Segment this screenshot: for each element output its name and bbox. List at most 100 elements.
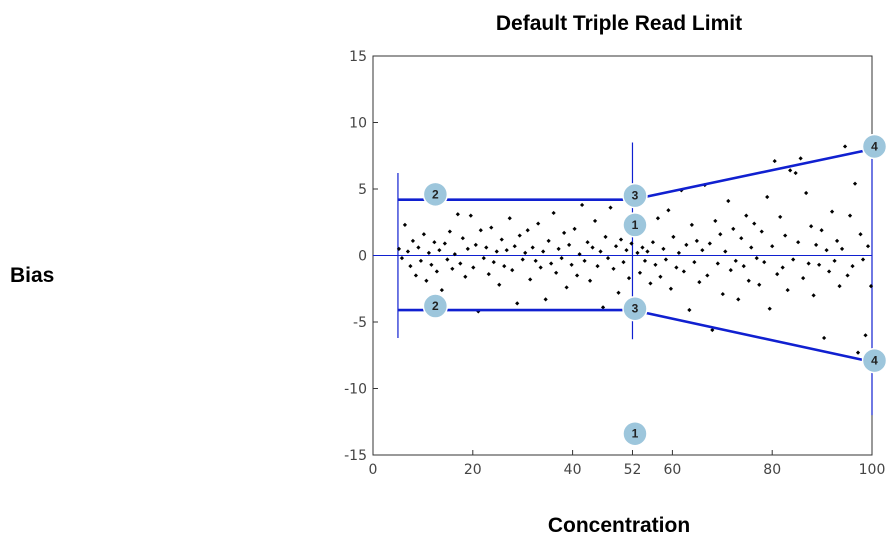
data-point-40 bbox=[502, 264, 507, 269]
data-point-28 bbox=[471, 265, 476, 270]
data-point-74 bbox=[590, 245, 595, 250]
data-point-5 bbox=[410, 238, 416, 243]
data-point-97 bbox=[653, 262, 658, 267]
data-point-13 bbox=[432, 240, 437, 245]
data-point-162 bbox=[821, 335, 827, 341]
data-point-71 bbox=[582, 258, 587, 263]
data-point-98 bbox=[655, 216, 661, 221]
data-point-129 bbox=[736, 297, 741, 302]
data-point-57 bbox=[546, 238, 551, 243]
data-point-65 bbox=[567, 242, 572, 247]
data-point-6 bbox=[413, 273, 419, 278]
data-point-121 bbox=[715, 261, 720, 266]
data-point-120 bbox=[713, 218, 718, 224]
data-point-106 bbox=[676, 250, 681, 255]
data-point-58 bbox=[549, 261, 554, 266]
data-point-146 bbox=[780, 265, 785, 270]
data-point-54 bbox=[538, 265, 543, 270]
data-point-163 bbox=[824, 248, 829, 253]
y-tick-label-5: -10 bbox=[344, 382, 367, 398]
data-point-73 bbox=[587, 278, 593, 283]
data-point-142 bbox=[770, 244, 775, 249]
x-tick-label-3: 52 bbox=[624, 462, 642, 478]
data-point-90 bbox=[635, 250, 640, 255]
data-point-168 bbox=[837, 283, 842, 289]
data-point-177 bbox=[860, 257, 866, 262]
x-tick-label-5: 80 bbox=[763, 462, 781, 478]
callout-marker-7 bbox=[861, 347, 888, 374]
data-point-160 bbox=[817, 262, 822, 267]
data-point-135 bbox=[752, 221, 757, 226]
data-point-91 bbox=[637, 270, 643, 275]
data-point-41 bbox=[504, 248, 509, 253]
data-point-85 bbox=[618, 237, 624, 242]
data-point-48 bbox=[523, 250, 528, 255]
data-point-70 bbox=[579, 202, 585, 208]
data-point-161 bbox=[819, 228, 824, 233]
data-point-155 bbox=[804, 190, 809, 196]
data-point-51 bbox=[530, 245, 535, 250]
data-point-102 bbox=[666, 208, 671, 213]
data-point-145 bbox=[778, 214, 783, 220]
data-point-42 bbox=[507, 216, 512, 221]
data-point-140 bbox=[765, 194, 770, 200]
callout-marker-6 bbox=[861, 133, 888, 160]
data-point-89 bbox=[629, 241, 634, 246]
data-point-132 bbox=[744, 213, 749, 218]
data-point-11 bbox=[426, 250, 431, 255]
data-point-8 bbox=[418, 258, 424, 263]
data-point-52 bbox=[533, 258, 538, 263]
x-axis-label: Concentration bbox=[548, 514, 690, 535]
data-point-77 bbox=[598, 249, 603, 254]
data-point-124 bbox=[723, 249, 728, 254]
data-point-61 bbox=[556, 246, 561, 251]
data-point-18 bbox=[445, 257, 450, 262]
callout-label-4: 3 bbox=[632, 189, 639, 203]
y-tick-label-4: -5 bbox=[353, 315, 367, 331]
data-point-47 bbox=[520, 257, 525, 262]
data-point-86 bbox=[621, 260, 626, 265]
data-point-150 bbox=[791, 257, 796, 262]
data-point-81 bbox=[608, 205, 613, 210]
y-tick-label-1: 10 bbox=[349, 116, 367, 132]
data-point-114 bbox=[697, 280, 702, 285]
data-point-153 bbox=[798, 156, 803, 161]
data-point-169 bbox=[839, 246, 845, 251]
data-point-75 bbox=[592, 218, 598, 224]
data-point-157 bbox=[809, 224, 814, 229]
data-point-82 bbox=[611, 266, 616, 271]
data-point-62 bbox=[559, 256, 564, 261]
x-tick-label-6: 100 bbox=[859, 462, 886, 478]
x-tick-label-1: 20 bbox=[464, 462, 482, 478]
data-point-141 bbox=[767, 306, 772, 311]
data-point-144 bbox=[775, 272, 780, 277]
data-point-60 bbox=[554, 270, 559, 275]
data-point-111 bbox=[689, 222, 694, 228]
callout-marker-1 bbox=[622, 420, 648, 447]
data-point-113 bbox=[694, 238, 699, 243]
data-point-103 bbox=[668, 286, 674, 291]
data-point-3 bbox=[405, 249, 411, 254]
data-point-29 bbox=[473, 242, 478, 247]
data-point-159 bbox=[814, 242, 819, 247]
data-point-26 bbox=[465, 246, 470, 251]
data-point-16 bbox=[439, 287, 444, 293]
data-point-147 bbox=[783, 233, 788, 238]
data-point-92 bbox=[640, 245, 645, 250]
data-point-170 bbox=[842, 144, 848, 149]
data-point-133 bbox=[746, 278, 751, 283]
data-point-101 bbox=[663, 257, 669, 262]
data-point-79 bbox=[603, 234, 608, 239]
data-point-117 bbox=[705, 273, 710, 278]
data-point-88 bbox=[626, 276, 632, 281]
data-point-100 bbox=[661, 246, 666, 251]
data-point-105 bbox=[674, 265, 679, 270]
data-point-175 bbox=[855, 350, 861, 355]
data-point-53 bbox=[536, 221, 541, 226]
data-point-176 bbox=[858, 232, 863, 237]
callout-marker-5 bbox=[622, 295, 648, 322]
data-point-56 bbox=[543, 297, 548, 302]
data-point-96 bbox=[650, 240, 656, 245]
data-point-138 bbox=[759, 229, 764, 234]
data-point-154 bbox=[801, 276, 806, 281]
